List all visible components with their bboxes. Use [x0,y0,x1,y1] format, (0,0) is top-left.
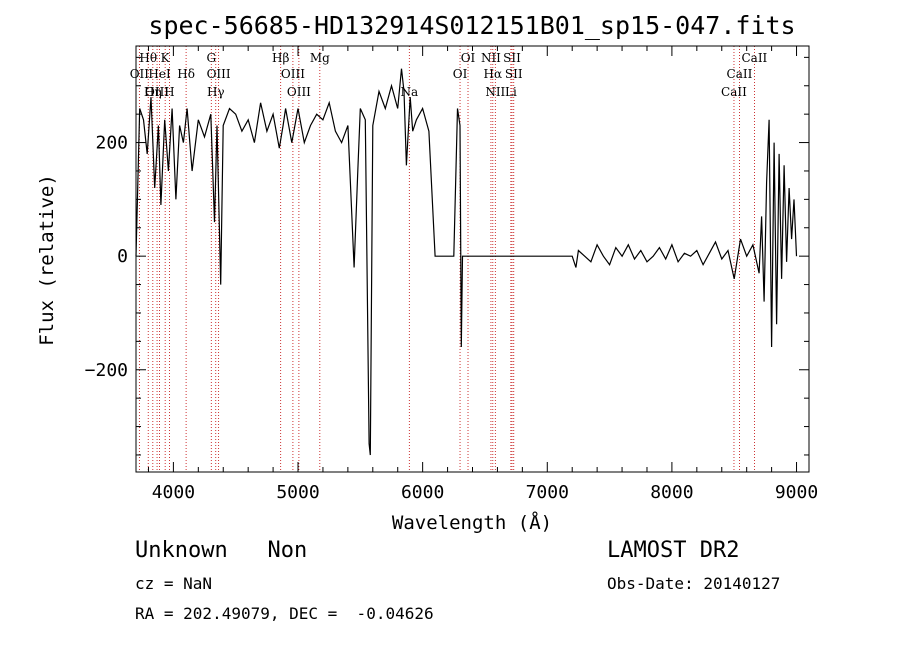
line-label: OIII [207,67,231,81]
survey-name: LAMOST DR2 [607,538,740,563]
line-label: Hθ [139,51,157,65]
line-label: HeI [148,67,171,81]
line-label: NII [481,51,501,65]
line-label: Hγ [207,85,225,99]
line-label: H [164,85,174,99]
y-tick-label: 0 [117,246,128,267]
obs-date: Obs-Date: 20140127 [607,574,781,593]
x-tick-label: 4000 [152,482,195,503]
line-label: CaII [727,67,753,81]
x-axis-label: Wavelength (Å) [392,511,552,534]
cz-value: cz = NaN [135,574,213,593]
line-label: OIII [287,85,311,99]
x-tick-label: 7000 [526,482,569,503]
y-tick-label: −200 [85,360,128,381]
x-tick-label: 6000 [401,482,444,503]
axis-ticks: 4000 5000 6000 7000 8000 9000 −200 0 200 [85,46,818,503]
line-label: OI [461,51,476,65]
line-label: Hη [144,85,162,99]
plot-frame [135,45,810,473]
x-tick-label: 9000 [775,482,818,503]
line-label: OIII [145,85,169,99]
line-label: Na [400,85,418,99]
line-label: Hβ [272,51,289,65]
spectrum-line [135,68,798,456]
object-type: Unknown Non [135,538,308,563]
line-label: Hδ [177,67,195,81]
line-label: Mg [310,51,330,65]
y-axis-label: Flux (relative) [36,174,58,346]
ra-dec: RA = 202.49079, DEC = -0.04626 [135,604,434,623]
line-label: NII [485,85,505,99]
line-label: CaII [721,85,747,99]
x-tick-label: 5000 [276,482,319,503]
line-label: SII [505,67,523,81]
line-label: G [206,51,216,65]
line-label: OIII [281,67,305,81]
line-label: OI [453,67,468,81]
line-label: Li [505,85,517,99]
line-label: SII [503,51,521,65]
y-tick-label: 200 [95,133,128,154]
line-label: K [161,51,171,65]
spectral-line-markers [138,46,755,472]
line-label: CaII [741,51,767,65]
x-tick-label: 8000 [650,482,693,503]
line-label: OII [130,67,150,81]
line-label: Hα [484,67,503,81]
chart-title: spec-56685-HD132914S012151B01_sp15-047.f… [148,11,795,40]
